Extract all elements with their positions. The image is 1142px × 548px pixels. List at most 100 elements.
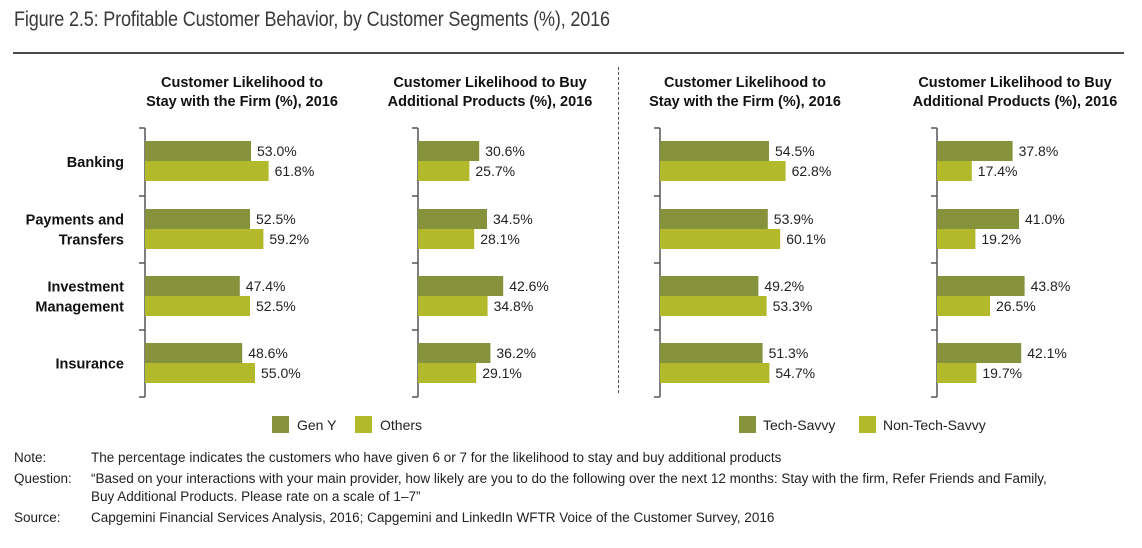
note-key: Note: bbox=[14, 450, 47, 465]
panel-title: Additional Products (%), 2016 bbox=[913, 94, 1118, 110]
bar-series2 bbox=[418, 161, 470, 181]
data-label: 17.4% bbox=[978, 163, 1018, 179]
data-label: 34.8% bbox=[494, 298, 534, 314]
panel-title: Customer Likelihood to bbox=[664, 75, 826, 91]
data-label: 52.5% bbox=[256, 211, 296, 227]
data-label: 62.8% bbox=[792, 163, 832, 179]
bar-series1 bbox=[660, 141, 769, 161]
bar-series2 bbox=[418, 296, 488, 316]
source-text: Capgemini Financial Services Analysis, 2… bbox=[91, 510, 775, 525]
legend-label: Gen Y bbox=[297, 417, 337, 433]
data-label: 47.4% bbox=[246, 278, 286, 294]
data-label: 53.0% bbox=[257, 143, 297, 159]
chart-area: Customer Likelihood to Stay with the Firm… bbox=[26, 75, 1118, 433]
bar-series1 bbox=[937, 343, 1022, 363]
bar-series2 bbox=[145, 229, 264, 249]
data-label: 49.2% bbox=[764, 278, 804, 294]
legend-label: Others bbox=[380, 417, 422, 433]
title-rule bbox=[13, 52, 1124, 54]
data-label: 26.5% bbox=[996, 298, 1036, 314]
data-label: 36.2% bbox=[496, 345, 536, 361]
segment-divider bbox=[618, 67, 619, 393]
category-label: Insurance bbox=[56, 357, 125, 373]
source-key: Source: bbox=[14, 510, 61, 525]
data-label: 59.2% bbox=[269, 231, 309, 247]
bar-series2 bbox=[145, 296, 250, 316]
question-text: “Based on your interactions with your ma… bbox=[91, 471, 1047, 504]
data-label: 41.0% bbox=[1025, 211, 1065, 227]
category-label: Management bbox=[35, 300, 124, 316]
data-label: 30.6% bbox=[485, 143, 525, 159]
bar-series2 bbox=[660, 363, 770, 383]
data-label: 55.0% bbox=[261, 365, 301, 381]
legend-swatch bbox=[859, 416, 876, 433]
data-label: 54.5% bbox=[775, 143, 815, 159]
bar-series2 bbox=[937, 363, 977, 383]
category-label: Payments and bbox=[26, 213, 124, 229]
bar-series2 bbox=[937, 296, 990, 316]
data-label: 28.1% bbox=[480, 231, 520, 247]
panel-title: Customer Likelihood to Buy bbox=[918, 75, 1111, 91]
data-label: 34.5% bbox=[493, 211, 533, 227]
data-label: 61.8% bbox=[275, 163, 315, 179]
data-label: 43.8% bbox=[1031, 278, 1071, 294]
figure-title: Figure 2.5: Profitable Customer Behavior… bbox=[14, 8, 610, 31]
category-label: Transfers bbox=[59, 233, 124, 249]
source-row: Source: Capgemini Financial Services Ana… bbox=[14, 509, 1131, 527]
bar-series1 bbox=[937, 141, 1013, 161]
bar-series2 bbox=[937, 161, 972, 181]
legend-swatch bbox=[272, 416, 289, 433]
bar-series2 bbox=[660, 296, 767, 316]
data-label: 42.6% bbox=[509, 278, 549, 294]
bar-series2 bbox=[418, 363, 477, 383]
data-label: 19.7% bbox=[982, 365, 1022, 381]
bar-series1 bbox=[145, 276, 240, 296]
bar-series1 bbox=[937, 209, 1019, 229]
note-text: The percentage indicates the customers w… bbox=[91, 450, 782, 465]
data-label: 19.2% bbox=[981, 231, 1021, 247]
bar-series1 bbox=[145, 141, 251, 161]
panel-title: Additional Products (%), 2016 bbox=[388, 94, 593, 110]
legend-label: Non-Tech-Savvy bbox=[883, 417, 986, 433]
bar-series1 bbox=[660, 209, 768, 229]
bar-series1 bbox=[937, 276, 1025, 296]
panel-title: Customer Likelihood to Buy bbox=[393, 75, 586, 91]
question-key: Question: bbox=[14, 471, 72, 486]
bar-series2 bbox=[660, 229, 781, 249]
data-label: 42.1% bbox=[1027, 345, 1067, 361]
bar-series1 bbox=[418, 276, 504, 296]
data-label: 52.5% bbox=[256, 298, 296, 314]
data-label: 60.1% bbox=[786, 231, 826, 247]
bar-series1 bbox=[145, 343, 243, 363]
legend-swatch bbox=[739, 416, 756, 433]
bar-series2 bbox=[145, 161, 269, 181]
data-label: 51.3% bbox=[769, 345, 809, 361]
bar-series1 bbox=[418, 343, 491, 363]
notes-block: Note: The percentage indicates the custo… bbox=[14, 449, 1131, 530]
category-label: Banking bbox=[67, 155, 124, 171]
panel-title: Stay with the Firm (%), 2016 bbox=[649, 94, 841, 110]
bar-series1 bbox=[660, 343, 763, 363]
bar-series1 bbox=[660, 276, 759, 296]
data-label: 53.9% bbox=[774, 211, 814, 227]
data-label: 37.8% bbox=[1019, 143, 1059, 159]
bar-series1 bbox=[145, 209, 250, 229]
bar-series2 bbox=[660, 161, 786, 181]
note-row: Note: The percentage indicates the custo… bbox=[14, 449, 1131, 467]
panel-title: Customer Likelihood to bbox=[161, 75, 323, 91]
bar-series1 bbox=[418, 209, 487, 229]
legend-label: Tech-Savvy bbox=[763, 417, 835, 433]
bar-series1 bbox=[418, 141, 480, 161]
data-label: 29.1% bbox=[482, 365, 522, 381]
data-label: 53.3% bbox=[773, 298, 813, 314]
data-label: 54.7% bbox=[775, 365, 815, 381]
data-label: 25.7% bbox=[475, 163, 515, 179]
bar-series2 bbox=[418, 229, 475, 249]
bar-series2 bbox=[145, 363, 255, 383]
category-label: Investment bbox=[47, 280, 124, 296]
legend-swatch bbox=[355, 416, 372, 433]
question-row: Question: “Based on your interactions wi… bbox=[14, 470, 1131, 506]
data-label: 48.6% bbox=[248, 345, 288, 361]
panel-title: Stay with the Firm (%), 2016 bbox=[146, 94, 338, 110]
bar-series2 bbox=[937, 229, 976, 249]
